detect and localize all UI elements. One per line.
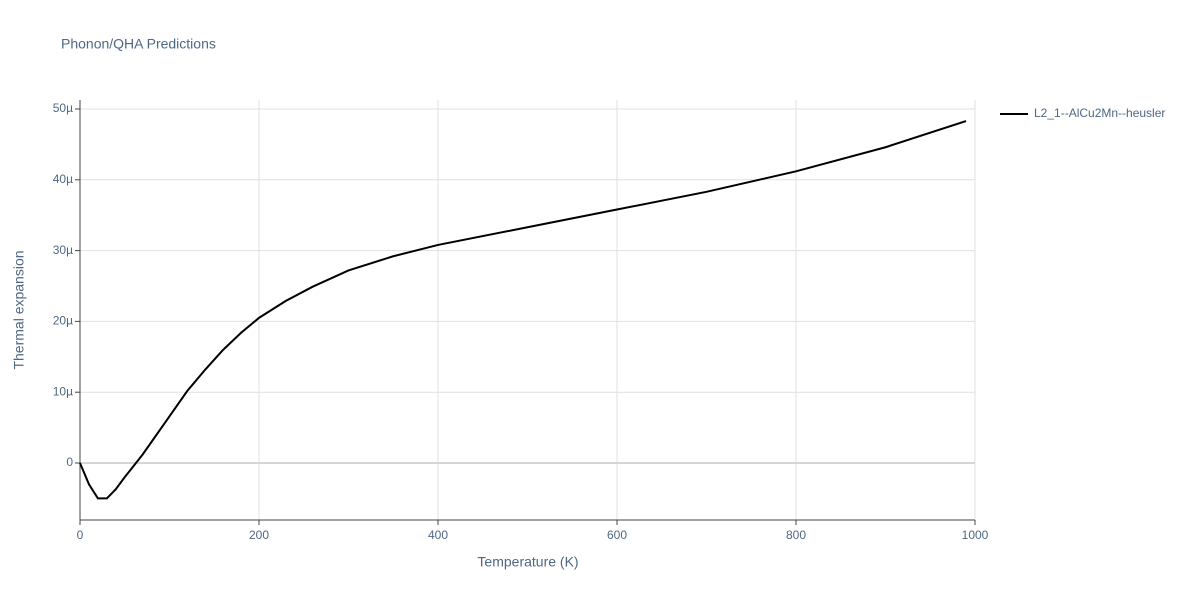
y-tick-label: 50µ	[53, 101, 73, 115]
y-tick-label: 0	[66, 455, 73, 469]
x-tick-label: 400	[428, 528, 448, 542]
y-tick-label: 20µ	[53, 314, 73, 328]
x-tick-label: 200	[249, 528, 269, 542]
x-tick-label: 600	[607, 528, 627, 542]
x-tick-label: 800	[786, 528, 806, 542]
y-tick-label: 30µ	[53, 243, 73, 257]
y-axis-label: Thermal expansion	[11, 250, 27, 369]
y-tick-label: 10µ	[53, 384, 73, 398]
legend-label: L2_1--AlCu2Mn--heusler	[1034, 106, 1165, 120]
chart-title: Phonon/QHA Predictions	[61, 36, 216, 52]
x-tick-label: 0	[77, 528, 84, 542]
y-tick-label: 40µ	[53, 172, 73, 186]
data-line	[79, 120, 967, 500]
x-tick-label: 1000	[962, 528, 989, 542]
x-axis-label: Temperature (K)	[477, 554, 578, 570]
